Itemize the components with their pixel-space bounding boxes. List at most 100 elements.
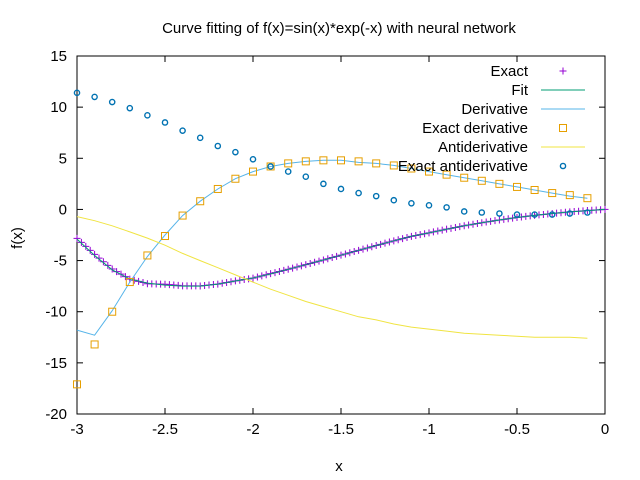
x-axis-label: x	[335, 458, 343, 475]
series-exact-antiderivative-point	[302, 173, 310, 180]
series-exact-derivative-point	[442, 170, 451, 179]
series-exact-point	[82, 242, 90, 250]
y-tick-label: 5	[59, 150, 67, 167]
series-exact-derivative-point	[477, 176, 486, 185]
series-exact-antiderivative-point	[232, 148, 239, 156]
x-tick-label: -1	[422, 421, 435, 438]
series-exact-antiderivative-point	[108, 98, 116, 106]
series-exact-derivative-point	[266, 162, 275, 171]
series-exact-antiderivative-point	[320, 180, 327, 188]
series-exact-derivative-point	[513, 182, 521, 191]
series-exact-antiderivative-point	[548, 211, 556, 218]
axes: -3 -2.5 -2 -1.5 -1 -0.5 0 -20 -15 -10 -5 0 5 10 15	[45, 48, 609, 438]
plot-area	[73, 89, 609, 389]
series-exact-derivative-point	[583, 194, 592, 203]
series-exact-derivative-point	[178, 211, 187, 220]
series-exact-antiderivative-point	[144, 112, 151, 119]
series-exact-antiderivative-point	[460, 208, 468, 215]
y-tick-label: -20	[45, 406, 67, 423]
series-exact-point	[73, 234, 81, 242]
series-exact-antiderivative-point	[372, 192, 380, 200]
series-exact-point	[104, 261, 112, 269]
series-exact-antiderivative-point	[267, 163, 274, 170]
y-tick-label: -15	[45, 355, 67, 372]
series-exact-point	[108, 265, 116, 273]
series-exact-point	[77, 238, 85, 246]
series-exact-derivative-point	[284, 159, 293, 168]
series-exact-antiderivative-point	[284, 168, 292, 175]
x-tick-label: 0	[601, 421, 609, 438]
series-exact-antiderivative-point	[478, 209, 486, 216]
series-exact-antiderivative-point	[126, 104, 134, 112]
series-exact-point	[99, 258, 107, 266]
legend-label-exact: Exact	[490, 63, 528, 80]
series-exact-derivative-point	[319, 156, 328, 165]
y-tick-label: 15	[50, 48, 67, 65]
series-exact-derivative-point	[73, 380, 81, 389]
series-exact-derivative-point	[161, 232, 169, 241]
series-exact-derivative-point	[354, 157, 363, 166]
series-exact-antiderivative-point	[496, 210, 503, 217]
series-exact-derivative-point	[125, 278, 134, 287]
legend-label-exact-derivative: Exact derivative	[422, 120, 528, 137]
series-exact-derivative-point	[231, 174, 240, 183]
series-exact-derivative-point	[196, 197, 205, 206]
chart-title: Curve fitting of f(x)=sin(x)*exp(-x) wit…	[162, 20, 516, 37]
legend: Exact Fit Derivative Exact derivative Antide…	[398, 63, 585, 175]
series-antiderivative-line	[76, 216, 588, 339]
legend-label-fit: Fit	[511, 82, 528, 99]
series-exact-derivative-point	[425, 167, 433, 176]
series-exact-derivative-point	[389, 161, 398, 170]
series-exact-antiderivative-point	[355, 189, 362, 197]
series-exact-antiderivative-point	[425, 202, 433, 209]
series-exact-antiderivative-point	[179, 127, 186, 134]
x-tick-label: -3	[70, 421, 83, 438]
legend-swatch-exact	[559, 67, 567, 75]
x-tick-label: -1.5	[328, 421, 354, 438]
series-exact-antiderivative-point	[161, 119, 169, 126]
y-axis-label: f(x)	[9, 227, 26, 249]
series-exact-antiderivative-point	[337, 185, 345, 193]
series-exact-point	[86, 246, 94, 254]
series-exact-derivative-point	[372, 159, 381, 168]
series-exact-antiderivative-point	[443, 204, 450, 211]
series-exact-antiderivative-point	[390, 196, 398, 204]
series-exact-derivative-point	[565, 191, 574, 200]
series-exact-antiderivative-point	[196, 134, 204, 142]
series-exact-antiderivative-point	[408, 199, 415, 207]
series-fit-line	[76, 208, 606, 287]
series-exact-antiderivative-point	[513, 211, 521, 218]
series-exact-derivative-point	[495, 179, 504, 188]
y-tick-label: -10	[45, 304, 67, 321]
series-exact-derivative-point	[548, 189, 557, 198]
series-exact-derivative-point	[249, 167, 257, 176]
series-exact-derivative-point	[213, 184, 222, 193]
series-exact-antiderivative-point	[73, 89, 81, 97]
y-tick-label: 10	[50, 99, 67, 116]
series-exact-point	[95, 254, 103, 262]
series-derivative-line	[76, 159, 588, 336]
legend-label-exact-antiderivative: Exact antiderivative	[398, 158, 528, 175]
x-tick-label: -0.5	[504, 421, 530, 438]
x-tick-label: -2.5	[152, 421, 178, 438]
series-exact-point	[91, 250, 99, 258]
x-tick-label: -2	[246, 421, 259, 438]
series-exact-derivative-point	[108, 307, 117, 316]
series-exact-derivative-point	[530, 185, 539, 194]
series-exact-antiderivative-point	[531, 211, 538, 218]
series-exact-antiderivative-point	[566, 210, 574, 217]
y-tick-label: 0	[59, 201, 67, 218]
series-exact-derivative-point	[143, 251, 152, 260]
legend-label-derivative: Derivative	[461, 101, 528, 118]
series-exact-antiderivative-point	[91, 93, 98, 101]
series-exact-antiderivative-point	[584, 209, 591, 216]
series-exact-derivative-point	[301, 157, 310, 166]
legend-label-antiderivative: Antiderivative	[438, 139, 528, 156]
series-exact-derivative-point	[407, 164, 416, 173]
series-exact-derivative-point	[337, 156, 345, 165]
legend-swatch-exact-antiderivative	[559, 162, 567, 170]
y-tick-label: -5	[54, 253, 67, 270]
series-exact-derivative-point	[460, 173, 469, 182]
series-exact-derivative-point	[90, 340, 99, 349]
